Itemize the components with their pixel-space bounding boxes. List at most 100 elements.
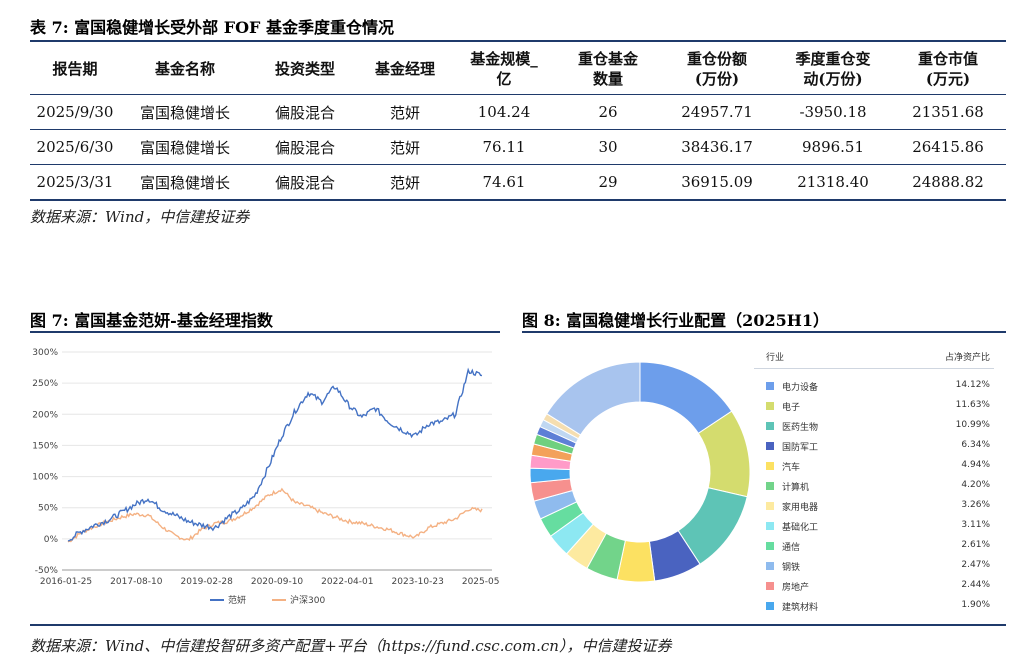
legend-item: 基础化工 3.11% <box>754 516 994 536</box>
legend-swatch <box>766 582 774 590</box>
col-header: 报告期 <box>52 60 98 78</box>
legend-item: 通信 2.61% <box>754 536 994 556</box>
legend-item: 电力设备 14.12% <box>754 376 994 396</box>
table7-source: 数据来源：Wind，中信建投证券 <box>30 208 250 226</box>
fof-holdings-table: 报告期 基金名称 投资类型 基金经理 基金规模_ 亿 重仓基金 数量 重仓份额 (万份… <box>30 44 1006 201</box>
cell-fund-name: 富国稳健增长 <box>139 173 230 192</box>
cell-shares: 36915.09 <box>681 173 753 191</box>
cell-change: 21318.40 <box>797 173 869 191</box>
legend-value: 2.47% <box>961 560 990 570</box>
legend-swatch <box>766 562 774 570</box>
cell-size: 76.11 <box>482 138 526 156</box>
legend-label: 建筑材料 <box>782 603 819 613</box>
legend-label: 房地产 <box>782 583 810 593</box>
legend-header-ratio: 占净资产比 <box>944 353 990 363</box>
table7-title: 表 7: 富国稳健增长受外部 FOF 基金季度重仓情况 <box>30 18 394 37</box>
cell-size: 104.24 <box>477 103 531 121</box>
legend-swatch <box>766 382 774 390</box>
legend-swatch <box>766 422 774 430</box>
cell-manager: 范妍 <box>389 138 420 157</box>
cell-period: 2025/9/30 <box>36 103 114 121</box>
fig7-top-rule <box>30 331 500 333</box>
y-tick-label: 200% <box>32 410 58 420</box>
fig8-top-rule <box>522 331 1006 333</box>
legend-item: 钢铁 2.47% <box>754 556 994 576</box>
cell-change: 9896.51 <box>801 138 865 156</box>
legend-label: 家用电器 <box>782 503 819 513</box>
x-tick-label: 2019-02-28 <box>181 577 234 587</box>
legend-value: 2.61% <box>961 540 990 550</box>
cell-type: 偏股混合 <box>274 138 335 157</box>
col-header: 重仓基金 数量 <box>577 50 638 88</box>
y-tick-label: 0% <box>44 535 59 545</box>
y-tick-label: 300% <box>32 348 58 358</box>
table-row: 2025/6/30 富国稳健增长 偏股混合 范妍 76.11 30 38436.… <box>30 130 1006 165</box>
cell-value: 24888.82 <box>912 173 984 191</box>
table-header-row: 报告期 基金名称 投资类型 基金经理 基金规模_ 亿 重仓基金 数量 重仓份额 (万份… <box>30 44 1006 95</box>
legend-value: 3.26% <box>961 500 990 510</box>
cell-count: 30 <box>598 138 618 156</box>
legend-swatch <box>766 602 774 610</box>
fig8-title: 图 8: 富国稳健增长行业配置（2025H1） <box>522 311 829 330</box>
legend-swatch <box>766 462 774 470</box>
legend-swatch <box>766 442 774 450</box>
cell-period: 2025/3/31 <box>36 173 114 191</box>
donut-slice <box>546 361 641 436</box>
cell-size: 74.61 <box>482 173 526 191</box>
legend-header-divider <box>754 368 994 369</box>
cell-value: 26415.86 <box>912 138 984 156</box>
legend-value: 3.11% <box>961 520 990 530</box>
col-header: 投资类型 <box>274 60 335 78</box>
legend-value: 10.99% <box>955 420 990 430</box>
cell-manager: 范妍 <box>389 173 420 192</box>
x-tick-label: 2016-01-25 <box>40 577 92 587</box>
legend-item: 计算机 4.20% <box>754 476 994 496</box>
table-row: 2025/9/30 富国稳健增长 偏股混合 范妍 104.24 26 24957… <box>30 95 1006 130</box>
legend-header-industry: 行业 <box>766 353 785 363</box>
legend-item: 电子 11.63% <box>754 396 994 416</box>
bottom-rule <box>30 624 1006 626</box>
cell-value: 21351.68 <box>912 103 984 121</box>
legend-label: 通信 <box>782 543 801 553</box>
legend-label: 电力设备 <box>782 383 819 393</box>
legend-label: 沪深300 <box>290 594 325 606</box>
y-tick-label: 250% <box>32 379 58 389</box>
legend-item: 国防军工 6.34% <box>754 436 994 456</box>
col-header: 基金规模_ 亿 <box>470 50 538 88</box>
legend-value: 2.44% <box>961 580 990 590</box>
legend-label: 国防军工 <box>782 443 819 453</box>
legend-item: 汽车 4.94% <box>754 456 994 476</box>
col-header: 重仓份额 (万份) <box>686 50 747 88</box>
legend-item: 房地产 2.44% <box>754 576 994 596</box>
legend-value: 4.94% <box>961 460 990 470</box>
cell-type: 偏股混合 <box>274 173 335 192</box>
legend-value: 6.34% <box>961 440 990 450</box>
cell-count: 29 <box>598 173 618 191</box>
legend-label: 钢铁 <box>782 563 801 573</box>
cell-period: 2025/6/30 <box>36 138 114 156</box>
legend-swatch <box>766 402 774 410</box>
col-header: 重仓市值 (万元) <box>917 50 978 88</box>
legend-label: 范妍 <box>228 594 246 606</box>
legend-item: 医药生物 10.99% <box>754 416 994 436</box>
legend-label: 计算机 <box>782 483 810 493</box>
legend-swatch <box>766 482 774 490</box>
fig7-title: 图 7: 富国基金范妍-基金经理指数 <box>30 311 273 330</box>
y-tick-label: 50% <box>38 504 58 514</box>
legend-value: 11.63% <box>955 400 990 410</box>
cell-fund-name: 富国稳健增长 <box>139 138 230 157</box>
legend-value: 14.12% <box>955 380 990 390</box>
x-tick-label: 2020-09-10 <box>251 577 304 587</box>
legend-swatch <box>766 522 774 530</box>
legend-label: 电子 <box>782 403 801 413</box>
series-line <box>67 487 483 543</box>
cell-change: -3950.18 <box>799 103 867 121</box>
legend-item: 建筑材料 1.90% <box>754 596 994 616</box>
x-tick-label: 2023-10-23 <box>392 577 444 587</box>
cell-type: 偏股混合 <box>274 103 335 122</box>
legend-label: 基础化工 <box>782 523 819 533</box>
table7-top-rule <box>30 40 1006 42</box>
y-tick-label: -50% <box>35 566 59 576</box>
x-tick-label: 2025-05-14 <box>462 577 500 587</box>
industry-legend-table: 行业 占净资产比 电力设备 14.12% 电子 11.63% 医药生物 10.99% 国防军… <box>754 340 994 616</box>
